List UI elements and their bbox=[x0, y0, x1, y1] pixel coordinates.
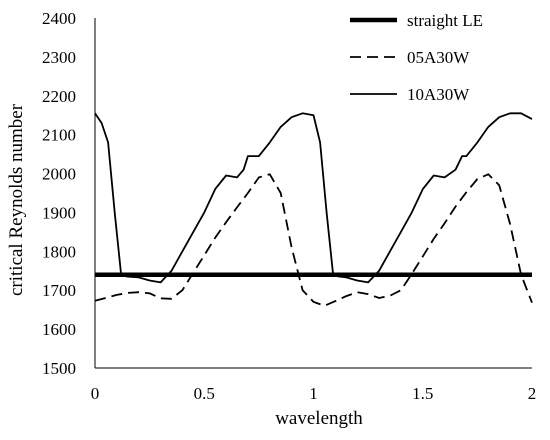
y-axis-title: critical Reynolds number bbox=[6, 103, 27, 296]
y-tick-label: 2100 bbox=[42, 126, 76, 145]
legend-label: straight LE bbox=[407, 11, 483, 30]
x-tick-label: 1 bbox=[309, 384, 318, 403]
series-lines bbox=[94, 112, 533, 307]
y-tick-label: 2400 bbox=[42, 9, 76, 28]
legend: straight LE 05A30W 10A30W bbox=[350, 11, 483, 104]
series-line-10a30w bbox=[94, 112, 533, 284]
series-line-05a30w bbox=[94, 173, 533, 307]
legend-label: 10A30W bbox=[407, 85, 470, 104]
y-tick-label: 2300 bbox=[42, 48, 76, 67]
x-tick-label: 0.5 bbox=[194, 384, 215, 403]
y-tick-label: 1900 bbox=[42, 203, 76, 222]
legend-label: 05A30W bbox=[407, 48, 470, 67]
y-tick-label: 2200 bbox=[42, 87, 76, 106]
axes bbox=[94, 18, 532, 369]
y-tick-label: 1500 bbox=[42, 359, 76, 378]
y-tick-label: 1600 bbox=[42, 320, 76, 339]
x-axis-title: wavelength bbox=[275, 408, 363, 429]
y-tick-label: 1700 bbox=[42, 281, 76, 300]
tick-labels: 0 0.5 1 1.5 2 1500 1600 1700 1800 1900 2000 2100 220… bbox=[42, 9, 536, 403]
x-tick-label: 0 bbox=[91, 384, 100, 403]
x-tick-label: 2 bbox=[528, 384, 537, 403]
x-tick-label: 1.5 bbox=[412, 384, 433, 403]
y-tick-label: 1800 bbox=[42, 242, 76, 261]
y-tick-label: 2000 bbox=[42, 165, 76, 184]
